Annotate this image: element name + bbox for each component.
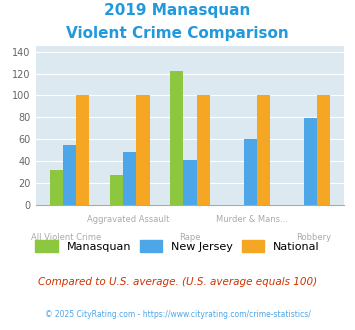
Bar <box>123 152 136 205</box>
Text: Robbery: Robbery <box>296 233 331 242</box>
Text: All Violent Crime: All Violent Crime <box>31 233 102 242</box>
Text: Murder & Mans...: Murder & Mans... <box>216 214 288 223</box>
Bar <box>244 139 257 205</box>
Bar <box>183 160 197 205</box>
Text: Compared to U.S. average. (U.S. average equals 100): Compared to U.S. average. (U.S. average … <box>38 277 317 287</box>
Text: Aggravated Assault: Aggravated Assault <box>87 214 169 223</box>
Bar <box>197 95 210 205</box>
Bar <box>50 170 63 205</box>
Bar <box>304 118 317 205</box>
Bar <box>110 175 123 205</box>
Bar <box>136 95 149 205</box>
Bar <box>317 95 330 205</box>
Text: © 2025 CityRating.com - https://www.cityrating.com/crime-statistics/: © 2025 CityRating.com - https://www.city… <box>45 310 310 319</box>
Text: Rape: Rape <box>179 233 201 242</box>
Text: Violent Crime Comparison: Violent Crime Comparison <box>66 26 289 41</box>
Bar <box>170 71 183 205</box>
Bar <box>76 95 89 205</box>
Bar <box>257 95 270 205</box>
Bar <box>63 145 76 205</box>
Legend: Manasquan, New Jersey, National: Manasquan, New Jersey, National <box>36 240 320 252</box>
Text: 2019 Manasquan: 2019 Manasquan <box>104 3 251 18</box>
